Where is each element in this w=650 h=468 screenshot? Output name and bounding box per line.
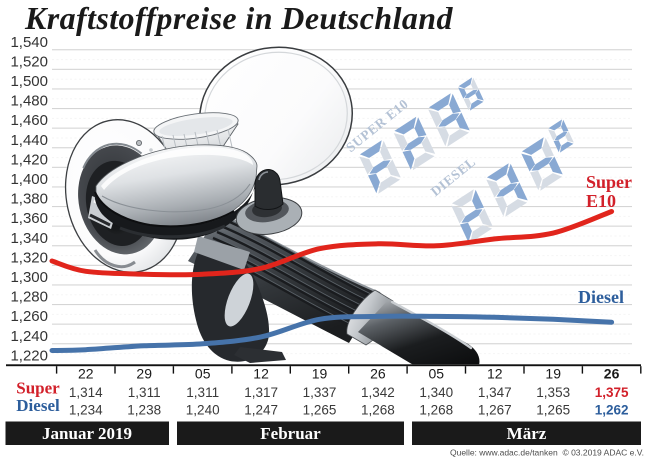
svg-text:1,460: 1,460 bbox=[10, 112, 48, 129]
svg-text:1,353: 1,353 bbox=[536, 385, 570, 400]
svg-text:1,500: 1,500 bbox=[10, 73, 48, 90]
svg-text:19: 19 bbox=[545, 366, 561, 382]
svg-text:1,317: 1,317 bbox=[244, 385, 278, 400]
svg-text:Super: Super bbox=[586, 172, 632, 192]
svg-text:1,280: 1,280 bbox=[10, 289, 48, 306]
svg-text:1,268: 1,268 bbox=[419, 403, 453, 418]
svg-text:26: 26 bbox=[370, 366, 386, 382]
svg-text:1,247: 1,247 bbox=[244, 403, 278, 418]
svg-text:1,234: 1,234 bbox=[69, 403, 103, 418]
svg-text:22: 22 bbox=[78, 366, 94, 382]
svg-text:19: 19 bbox=[312, 366, 328, 382]
svg-text:26: 26 bbox=[604, 366, 620, 382]
svg-text:Diesel: Diesel bbox=[16, 396, 60, 415]
svg-text:1,337: 1,337 bbox=[303, 385, 337, 400]
svg-text:1,340: 1,340 bbox=[419, 385, 453, 400]
svg-text:1,480: 1,480 bbox=[10, 93, 48, 110]
svg-text:1,240: 1,240 bbox=[186, 403, 220, 418]
svg-text:1,340: 1,340 bbox=[10, 230, 48, 247]
svg-text:12: 12 bbox=[253, 366, 269, 382]
svg-text:1,240: 1,240 bbox=[10, 328, 48, 345]
svg-text:1,400: 1,400 bbox=[10, 171, 48, 188]
svg-text:12: 12 bbox=[487, 366, 503, 382]
svg-text:1,238: 1,238 bbox=[127, 403, 161, 418]
svg-text:Diesel: Diesel bbox=[578, 287, 624, 307]
svg-text:05: 05 bbox=[195, 366, 211, 382]
svg-text:1,262: 1,262 bbox=[595, 403, 629, 418]
svg-text:1,311: 1,311 bbox=[186, 385, 219, 400]
svg-text:Februar: Februar bbox=[260, 424, 321, 443]
svg-text:1,320: 1,320 bbox=[10, 249, 48, 266]
svg-text:1,420: 1,420 bbox=[10, 151, 48, 168]
svg-text:1,540: 1,540 bbox=[10, 34, 48, 51]
svg-text:Quelle: www.adac.de/tanken ©: Quelle: www.adac.de/tanken © 03.2019 ADA… bbox=[450, 448, 644, 458]
svg-text:1,520: 1,520 bbox=[10, 53, 48, 70]
svg-text:1,380: 1,380 bbox=[10, 191, 48, 208]
svg-text:1,267: 1,267 bbox=[478, 403, 512, 418]
svg-text:1,265: 1,265 bbox=[536, 403, 570, 418]
svg-text:1,360: 1,360 bbox=[10, 210, 48, 227]
svg-text:1,220: 1,220 bbox=[10, 347, 48, 364]
svg-text:E10: E10 bbox=[586, 191, 616, 211]
svg-text:29: 29 bbox=[136, 366, 152, 382]
svg-text:05: 05 bbox=[429, 366, 445, 382]
svg-text:1,314: 1,314 bbox=[69, 385, 103, 400]
svg-text:März: März bbox=[507, 424, 547, 443]
svg-text:1,260: 1,260 bbox=[10, 308, 48, 325]
svg-text:1,440: 1,440 bbox=[10, 132, 48, 149]
svg-text:Super: Super bbox=[16, 379, 60, 398]
svg-text:1,268: 1,268 bbox=[361, 403, 395, 418]
svg-text:1,311: 1,311 bbox=[128, 385, 161, 400]
svg-text:1,342: 1,342 bbox=[361, 385, 395, 400]
svg-text:1,375: 1,375 bbox=[595, 385, 629, 400]
svg-text:Kraftstoffpreise in Deutschlan: Kraftstoffpreise in Deutschland bbox=[24, 0, 453, 36]
svg-text:1,300: 1,300 bbox=[10, 269, 48, 286]
svg-text:1,347: 1,347 bbox=[478, 385, 512, 400]
svg-text:1,265: 1,265 bbox=[303, 403, 337, 418]
svg-text:Januar 2019: Januar 2019 bbox=[42, 424, 132, 443]
